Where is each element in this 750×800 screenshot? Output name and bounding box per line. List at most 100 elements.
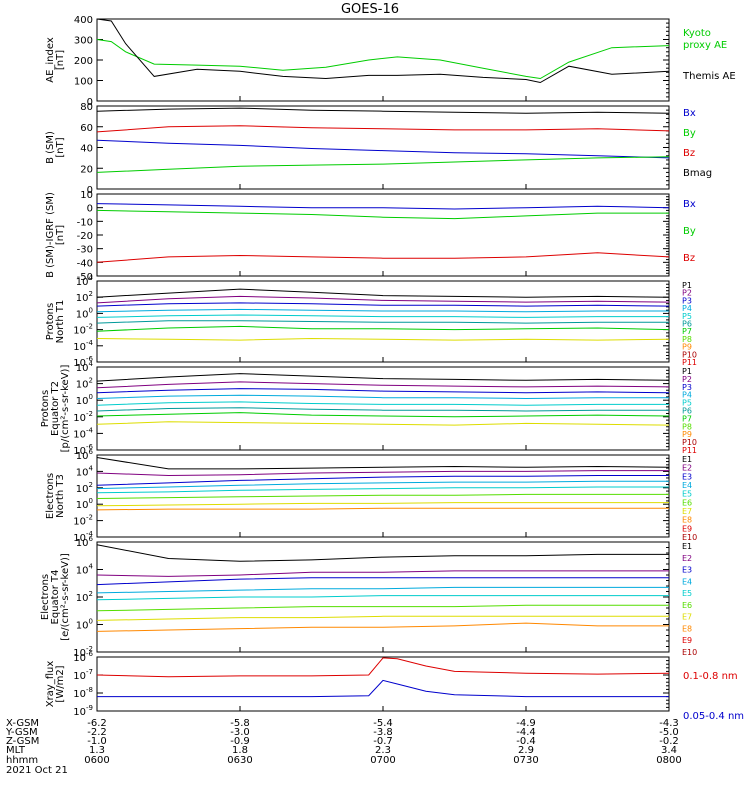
series-line-e8	[96, 507, 669, 511]
channel-label: E3	[682, 566, 692, 575]
y-tick-exponent: -6	[86, 355, 94, 363]
y-tick-label: 106	[76, 535, 94, 549]
y-tick-label: 0	[87, 204, 93, 215]
series-line-bz	[96, 252, 670, 263]
y-axis-label: [nT]	[55, 225, 66, 245]
channel-label: E10	[682, 533, 697, 542]
y-tick-exponent: 0	[89, 393, 93, 401]
panel-frame	[96, 280, 670, 363]
channel-label: P10	[682, 350, 697, 359]
series-line-p6	[96, 407, 669, 412]
channel-label: E7	[682, 613, 692, 622]
series-line-by	[96, 156, 670, 173]
series-line-e2	[96, 470, 669, 477]
x-cell-value: -4.9	[516, 718, 536, 729]
x-cell-value: -5.8	[230, 718, 250, 729]
series-line-p8	[96, 337, 670, 341]
channel-label: E10	[682, 648, 697, 657]
x-cell-value: -0.9	[230, 736, 250, 747]
series-line-e1	[96, 544, 669, 562]
series-line-bx	[96, 139, 670, 159]
x-cell-value: 0630	[227, 755, 252, 766]
panel-frame	[96, 18, 670, 102]
y-axis-label: North T3	[55, 474, 66, 518]
series-line-p6	[96, 320, 669, 324]
legend-panel1-entry: proxy AE	[683, 40, 727, 51]
series-line-by	[96, 209, 669, 220]
y-label-group: Electrons Equator T4 [e/(cm²-s-sr-keV)]	[40, 553, 71, 641]
y-tick-exponent: 0	[89, 306, 93, 314]
y-tick-label: 102	[76, 290, 93, 304]
channel-label: P3	[682, 296, 692, 305]
chart-title: GOES-16	[341, 2, 399, 17]
y-tick-label: -50	[77, 272, 93, 283]
x-cell-value: -0.7	[373, 736, 393, 747]
channel-label: E6	[682, 601, 692, 610]
x-cell-value: 1.8	[232, 745, 248, 756]
channel-label: E1	[682, 542, 692, 551]
series-line-p7	[96, 412, 670, 418]
panel-frame	[96, 541, 670, 653]
legend-panel2-entry: Bx	[683, 108, 696, 119]
channel-label: P7	[682, 327, 692, 336]
y-tick-label: 10-4	[73, 339, 93, 353]
channel-label: E1	[682, 455, 692, 464]
y-tick-label: 10-2	[73, 514, 93, 528]
y-tick-label: 400	[74, 15, 93, 26]
legend-panel2-entry: Bz	[683, 148, 695, 159]
y-tick-label: 10-8	[73, 686, 93, 700]
channel-label: E8	[682, 516, 692, 525]
series-line-e3	[96, 475, 669, 486]
x-cell-value: -3.8	[373, 727, 393, 738]
channel-label: P4	[682, 304, 692, 313]
panel-frame	[96, 656, 670, 712]
y-tick-label: 10-7	[73, 668, 93, 682]
series-line-p1	[96, 373, 670, 382]
channel-label: P6	[682, 320, 692, 329]
x-row-label: Z-GSM	[6, 736, 39, 747]
channel-label: P8	[682, 422, 692, 431]
series-line-0-1-0-8-nm	[96, 657, 670, 678]
y-tick-exponent: -2	[86, 323, 93, 331]
y-label-group: Xray_flux [W/m2]	[45, 661, 66, 708]
y-tick-label: 10-2	[73, 410, 93, 424]
series-line-p5	[96, 401, 669, 406]
channel-label: E2	[682, 554, 692, 563]
y-tick-exponent: -2	[86, 645, 93, 653]
channel-label: P1	[682, 281, 692, 290]
x-cell-value: -2.2	[87, 727, 107, 738]
x-cell-value: -4.3	[659, 718, 679, 729]
series-line-e6	[96, 604, 669, 612]
legend-panel8-entry: 0.05-0.4 nm	[683, 711, 744, 722]
y-label-group: Protons Equator T2 [p/(cm²-s-sr-keV)]	[40, 365, 71, 453]
channel-label: P6	[682, 407, 692, 416]
x-cell-value: -6.2	[87, 718, 107, 729]
legend-panel3-entry: By	[683, 226, 696, 237]
y-tick-label: 102	[76, 590, 93, 604]
x-cell-value: 0730	[513, 755, 538, 766]
x-cell-value: 0700	[370, 755, 395, 766]
series-line-kyoto-proxy-ae	[96, 39, 670, 80]
y-tick-exponent: -9	[86, 704, 93, 712]
y-axis-label: Xray_flux	[45, 661, 56, 708]
y-axis-label: Electrons	[40, 574, 51, 620]
y-tick-label: 100	[76, 497, 93, 511]
y-axis-label: Equator T4	[50, 570, 61, 625]
y-tick-label: 10	[80, 190, 93, 201]
y-axis-label: [nT]	[55, 50, 66, 70]
channel-label: E5	[682, 490, 692, 499]
y-tick-exponent: -8	[86, 686, 93, 694]
series-line-e6	[96, 493, 669, 499]
y-axis-label: [W/m2]	[55, 665, 66, 702]
y-tick-label: 104	[76, 563, 94, 577]
series-line-p1	[96, 288, 670, 298]
channel-label: P11	[682, 446, 697, 455]
y-axis-label: North T1	[55, 300, 66, 344]
series-line-e7	[96, 615, 669, 621]
x-cell-value: -5.0	[659, 727, 679, 738]
y-tick-exponent: 6	[89, 448, 94, 456]
channel-label: P3	[682, 383, 692, 392]
y-tick-exponent: 4	[89, 360, 94, 368]
y-tick-label: 10-6	[73, 650, 93, 664]
